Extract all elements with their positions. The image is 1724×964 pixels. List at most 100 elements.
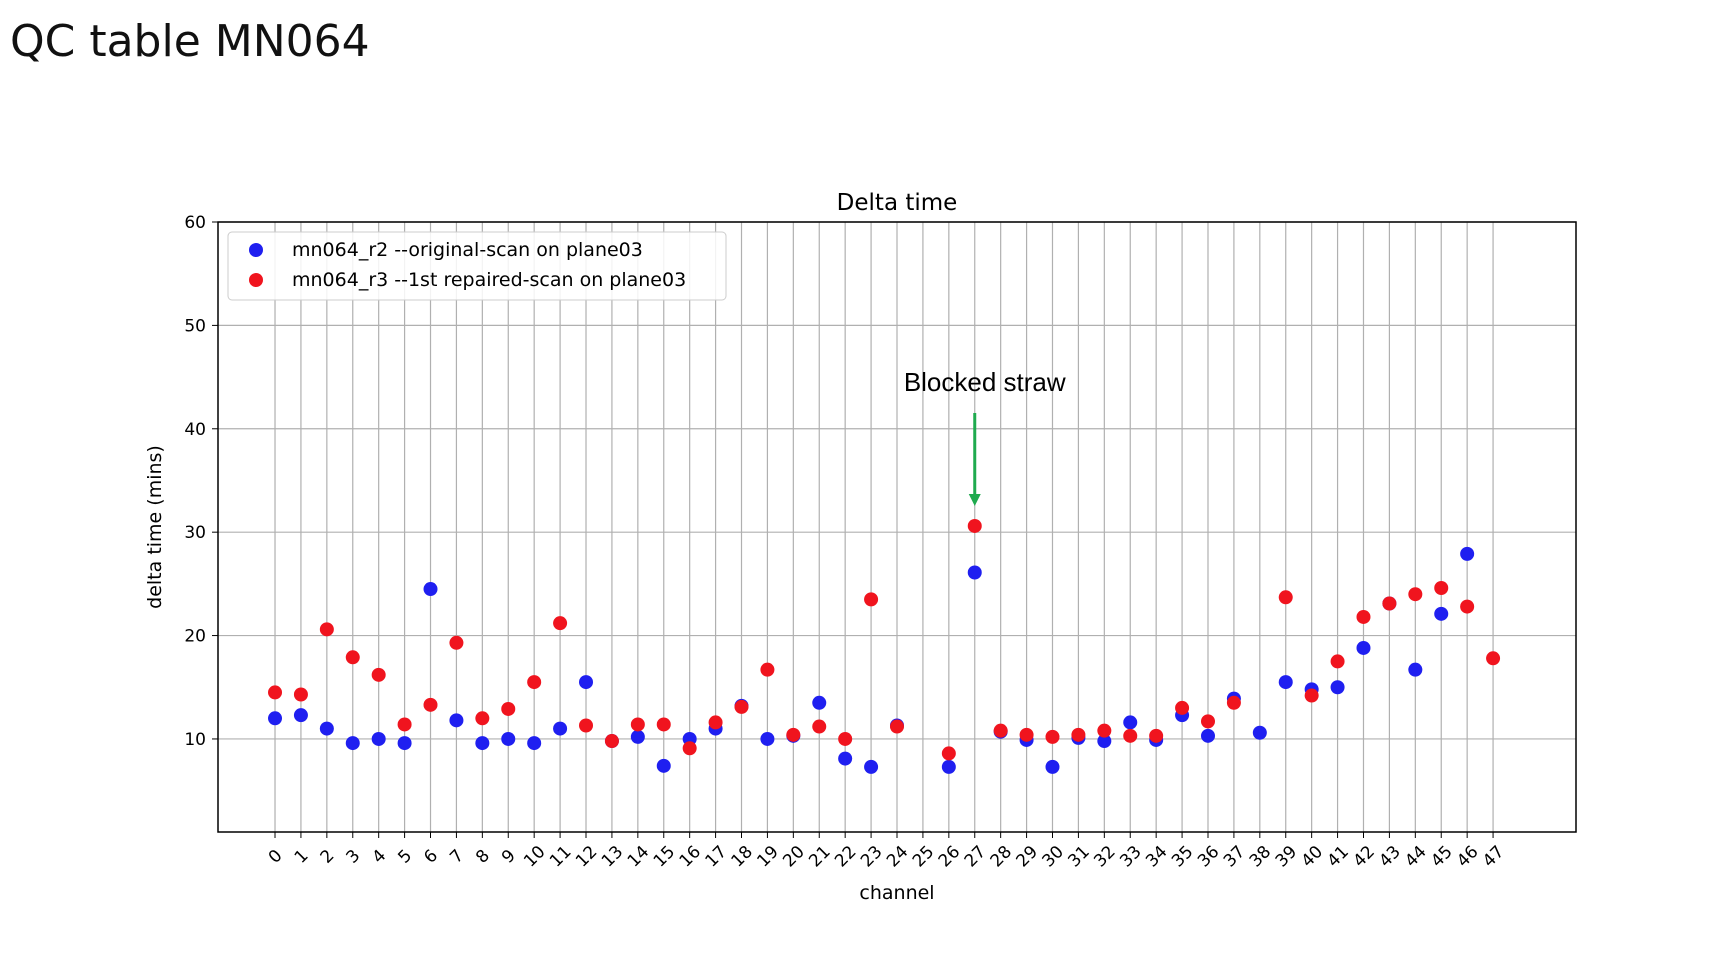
data-point-r3 (553, 616, 568, 631)
x-tick-label: 28 (987, 842, 1016, 871)
legend: mn064_r2 --original-scan on plane03 mn06… (227, 231, 727, 301)
data-point-r2 (553, 721, 568, 736)
annotation-label: Blocked straw (904, 367, 1066, 397)
legend-box (227, 231, 727, 301)
data-point-r2 (864, 759, 879, 774)
data-point-r3 (993, 723, 1008, 738)
data-point-r3 (760, 662, 775, 677)
data-point-r2 (1460, 546, 1475, 561)
data-point-r3 (501, 701, 516, 716)
x-tick-label: 40 (1298, 842, 1327, 871)
slide-title: QC table MN064 (10, 16, 370, 67)
annotation-arrow-head-icon (968, 494, 981, 506)
x-tick-label: 10 (520, 842, 549, 871)
data-point-r2 (345, 736, 360, 751)
data-point-r2 (579, 675, 594, 690)
data-point-r3 (345, 650, 360, 665)
data-point-r3 (941, 746, 956, 761)
data-point-r3 (604, 734, 619, 749)
data-point-r2 (268, 711, 283, 726)
data-point-r3 (682, 741, 697, 756)
x-tick-label: 1 (291, 846, 313, 868)
data-point-r2 (397, 736, 412, 751)
data-point-r3 (423, 697, 438, 712)
x-tick-label: 17 (702, 842, 731, 871)
y-tick-label: 10 (184, 730, 206, 750)
x-tick-label: 3 (343, 846, 365, 868)
x-tick-label: 8 (472, 846, 494, 868)
legend-marker-r3 (249, 273, 263, 287)
x-tick-label: 22 (831, 842, 860, 871)
data-point-r2 (1045, 759, 1060, 774)
data-points (268, 518, 1501, 774)
x-axis-label: channel (859, 882, 934, 904)
x-tick-label: 47 (1479, 842, 1508, 871)
data-point-r2 (1330, 680, 1345, 695)
data-point-r3 (1071, 727, 1086, 742)
data-point-r3 (1097, 723, 1112, 738)
data-point-r3 (890, 719, 904, 734)
x-tick-label: 25 (909, 842, 938, 871)
x-tick-label: 37 (1220, 842, 1249, 871)
x-tick-label: 2 (317, 846, 339, 868)
x-tick-label: 16 (676, 842, 705, 871)
data-point-r3 (967, 518, 982, 533)
data-point-r2 (319, 721, 334, 736)
data-point-r3 (1278, 590, 1293, 605)
x-tick-label: 19 (753, 842, 782, 871)
x-tick-label: 38 (1246, 842, 1275, 871)
y-tick-label: 20 (184, 627, 206, 647)
data-point-r3 (1304, 688, 1319, 703)
x-tick-label: 7 (446, 846, 468, 868)
data-point-r2 (760, 731, 775, 746)
x-tick-label: 29 (1013, 842, 1042, 871)
legend-label-r2: mn064_r2 --original-scan on plane03 (292, 239, 643, 261)
axis-ticks: 0 1 2 3 4 5 6 7 8 9 101112131415161718192021222324… (184, 213, 1508, 871)
data-point-r2 (449, 713, 464, 728)
data-point-r3 (1460, 599, 1475, 614)
data-point-r2 (1200, 728, 1215, 743)
x-tick-label: 15 (650, 842, 679, 871)
data-point-r2 (1356, 640, 1371, 655)
x-tick-label: 36 (1194, 842, 1223, 871)
data-point-r2 (1408, 662, 1423, 677)
x-tick-label: 45 (1427, 842, 1456, 871)
data-point-r3 (1200, 714, 1215, 729)
data-point-r2 (1434, 606, 1449, 621)
data-point-r2 (1097, 734, 1112, 749)
x-tick-label: 24 (883, 842, 912, 871)
x-tick-label: 33 (1116, 842, 1145, 871)
x-tick-label: 46 (1453, 842, 1482, 871)
data-point-r2 (1252, 725, 1267, 740)
x-tick-label: 44 (1401, 842, 1430, 871)
data-point-r2 (941, 759, 956, 774)
data-point-r2 (423, 582, 438, 597)
x-tick-label: 14 (624, 842, 653, 871)
data-point-r2 (501, 731, 516, 746)
data-point-r3 (1123, 728, 1138, 743)
data-point-r3 (319, 622, 334, 637)
data-point-r2 (656, 758, 671, 773)
data-point-r3 (1330, 654, 1345, 669)
data-point-r2 (967, 565, 982, 580)
x-tick-label: 35 (1168, 842, 1197, 871)
x-tick-label: 31 (1064, 842, 1093, 871)
x-tick-label: 6 (420, 846, 442, 868)
data-point-r3 (268, 685, 283, 700)
data-point-r2 (371, 731, 386, 746)
x-tick-label: 12 (572, 842, 601, 871)
data-point-r3 (1045, 729, 1060, 744)
y-tick-label: 60 (184, 213, 206, 233)
data-point-r3 (1408, 587, 1423, 602)
data-point-r3 (838, 731, 853, 746)
data-point-r3 (1019, 727, 1034, 742)
data-point-r3 (630, 717, 645, 732)
data-point-r3 (397, 717, 412, 732)
data-point-r3 (1226, 695, 1241, 710)
data-point-r3 (527, 675, 542, 690)
legend-marker-r2 (249, 243, 263, 257)
data-point-r3 (1175, 700, 1190, 715)
x-tick-label: 41 (1324, 842, 1353, 871)
data-point-r3 (656, 717, 671, 732)
data-point-r2 (838, 751, 853, 766)
